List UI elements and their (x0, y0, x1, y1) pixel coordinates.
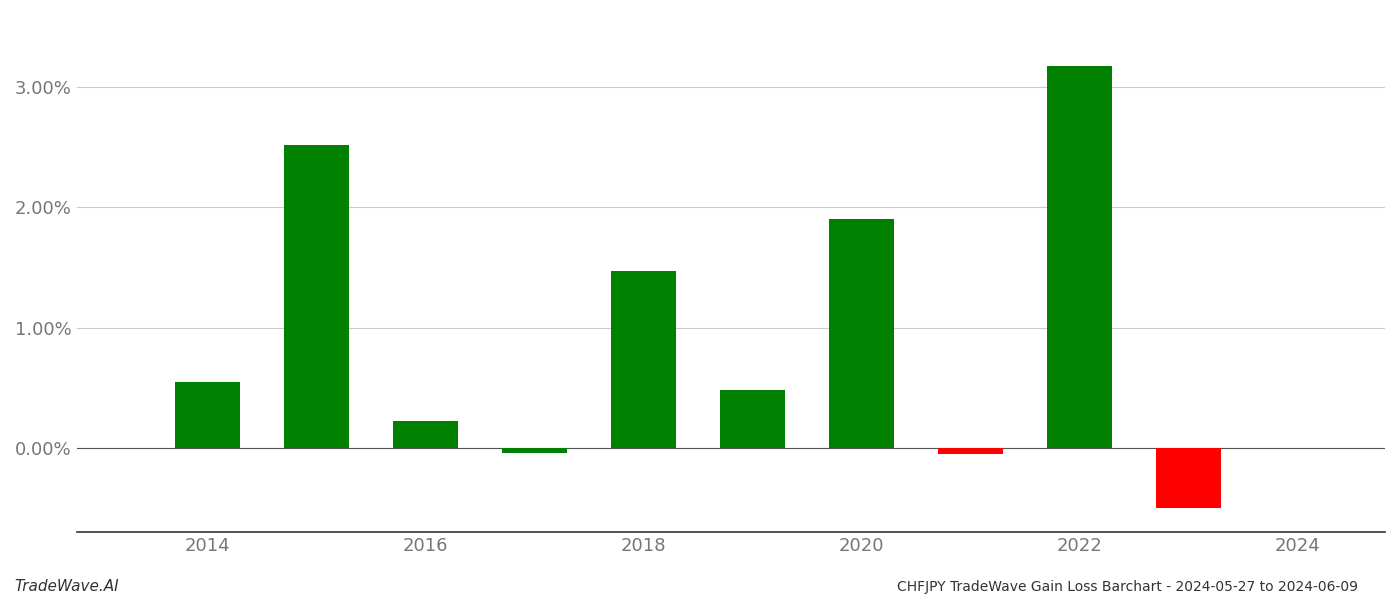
Bar (938, 448, 1004, 454)
Bar (1156, 448, 1221, 508)
Bar (503, 448, 567, 453)
Bar (610, 271, 676, 448)
Bar (829, 220, 895, 448)
Bar (393, 421, 458, 448)
Bar (175, 382, 241, 448)
Bar (1047, 65, 1113, 448)
Text: TradeWave.AI: TradeWave.AI (14, 579, 119, 594)
Text: CHFJPY TradeWave Gain Loss Barchart - 2024-05-27 to 2024-06-09: CHFJPY TradeWave Gain Loss Barchart - 20… (897, 580, 1358, 594)
Bar (284, 145, 349, 448)
Bar (720, 390, 785, 448)
